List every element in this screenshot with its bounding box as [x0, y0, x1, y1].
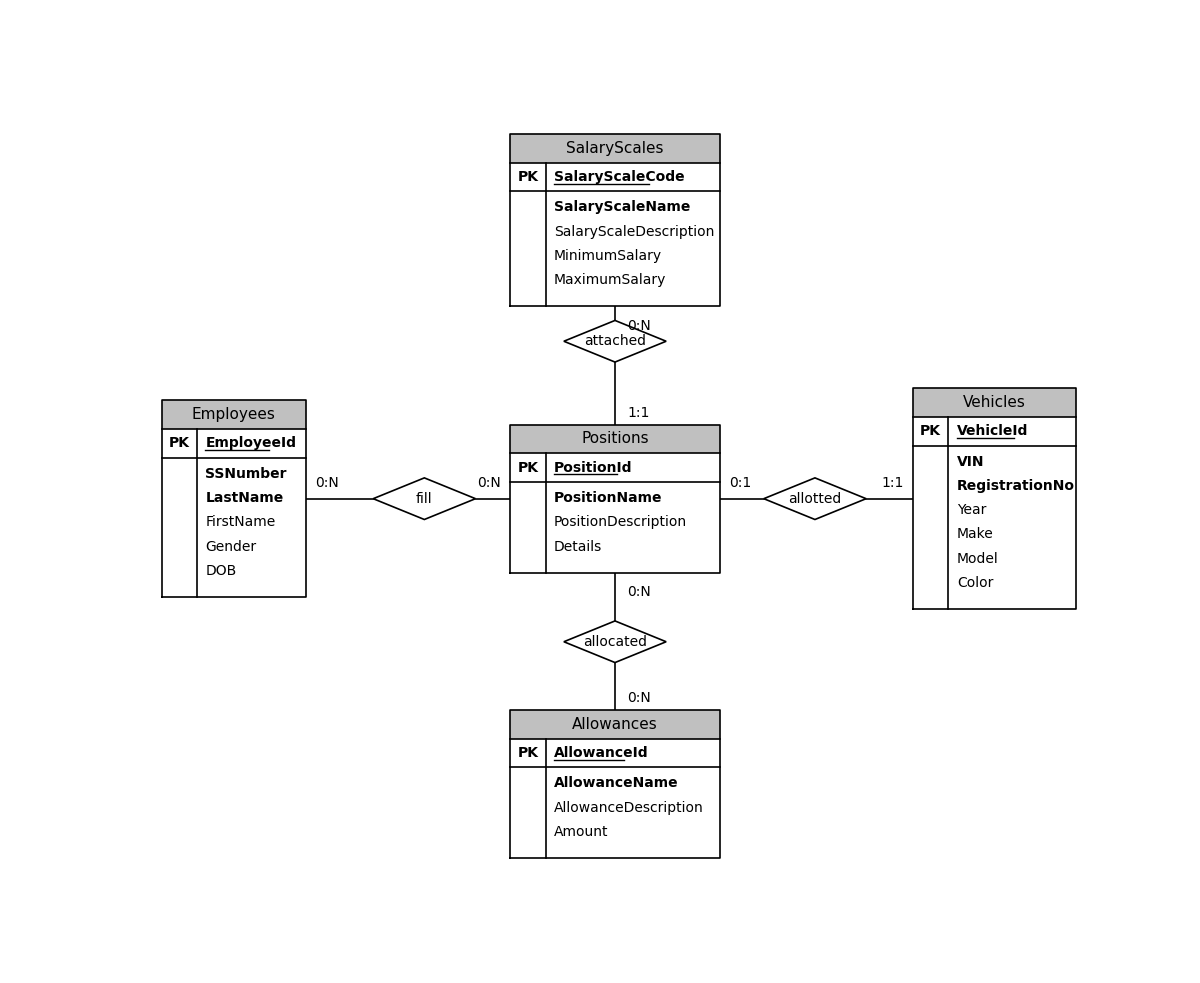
- Text: PK: PK: [517, 170, 539, 184]
- Text: PK: PK: [169, 436, 190, 450]
- Text: DOB: DOB: [205, 564, 236, 578]
- Text: PositionDescription: PositionDescription: [554, 515, 688, 529]
- Polygon shape: [373, 478, 475, 519]
- Polygon shape: [564, 621, 666, 663]
- Bar: [510, 425, 720, 573]
- Bar: [510, 134, 720, 307]
- Text: Positions: Positions: [581, 432, 649, 446]
- Text: allotted: allotted: [788, 492, 841, 505]
- Text: AllowanceDescription: AllowanceDescription: [554, 801, 704, 815]
- Text: SSNumber: SSNumber: [205, 467, 287, 481]
- Text: 0:N: 0:N: [478, 476, 502, 490]
- Text: Year: Year: [956, 503, 986, 517]
- Text: SalaryScaleName: SalaryScaleName: [554, 201, 690, 214]
- Text: 1:1: 1:1: [881, 476, 904, 490]
- Text: RegistrationNo: RegistrationNo: [956, 479, 1075, 493]
- Text: VehicleId: VehicleId: [956, 425, 1028, 438]
- Text: Amount: Amount: [554, 825, 608, 838]
- Text: AllowanceName: AllowanceName: [554, 777, 679, 790]
- Text: 0:N: 0:N: [628, 318, 650, 332]
- Text: Details: Details: [554, 540, 602, 553]
- Text: 1:1: 1:1: [628, 406, 649, 420]
- Bar: [510, 710, 720, 738]
- Text: MaximumSalary: MaximumSalary: [554, 273, 666, 287]
- Text: PK: PK: [517, 746, 539, 760]
- Text: VIN: VIN: [956, 455, 984, 469]
- Text: Model: Model: [956, 551, 998, 565]
- Text: 0:1: 0:1: [728, 476, 751, 490]
- Text: attached: attached: [584, 334, 646, 348]
- Text: Color: Color: [956, 576, 994, 590]
- Text: Gender: Gender: [205, 540, 257, 553]
- Bar: [510, 710, 720, 858]
- Text: PK: PK: [920, 425, 941, 438]
- Bar: [162, 400, 306, 429]
- Text: 0:N: 0:N: [628, 585, 650, 599]
- Text: PK: PK: [517, 461, 539, 475]
- Polygon shape: [763, 478, 866, 519]
- Text: MinimumSalary: MinimumSalary: [554, 249, 662, 262]
- Text: AllowanceId: AllowanceId: [554, 746, 649, 760]
- Text: 0:N: 0:N: [628, 691, 650, 706]
- Text: SalaryScaleDescription: SalaryScaleDescription: [554, 225, 714, 239]
- Bar: [510, 425, 720, 453]
- Text: Vehicles: Vehicles: [964, 395, 1026, 410]
- Text: fill: fill: [416, 492, 433, 505]
- Text: EmployeeId: EmployeeId: [205, 436, 296, 450]
- Polygon shape: [564, 320, 666, 362]
- Text: 0:N: 0:N: [316, 476, 338, 490]
- Text: PositionId: PositionId: [554, 461, 632, 475]
- Text: PositionName: PositionName: [554, 492, 662, 505]
- Bar: [913, 388, 1076, 417]
- Bar: [913, 388, 1076, 609]
- Bar: [510, 134, 720, 162]
- Text: FirstName: FirstName: [205, 515, 276, 529]
- Text: Employees: Employees: [192, 407, 276, 422]
- Text: LastName: LastName: [205, 492, 283, 505]
- Text: SalaryScaleCode: SalaryScaleCode: [554, 170, 685, 184]
- Text: Make: Make: [956, 528, 994, 542]
- Text: SalaryScales: SalaryScales: [566, 141, 664, 155]
- Text: Allowances: Allowances: [572, 717, 658, 731]
- Bar: [162, 400, 306, 597]
- Text: allocated: allocated: [583, 635, 647, 649]
